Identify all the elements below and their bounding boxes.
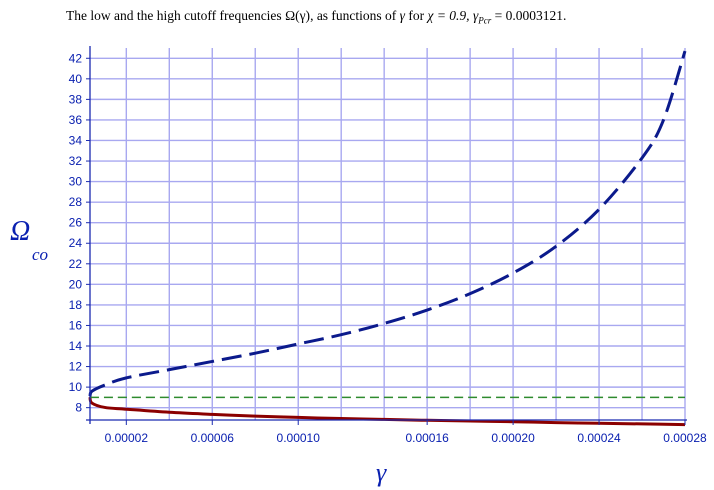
y-tick-label: 28 (69, 195, 83, 209)
x-tick-label: 0.00016 (405, 431, 449, 445)
grid (90, 48, 686, 420)
y-axis-ticks: 8 10 12 14 16 18 20 22 24 26 28 30 32 34 36 38 40 42 (69, 51, 90, 415)
x-tick-label: 0.00028 (663, 431, 707, 445)
y-tick-label: 14 (69, 339, 83, 353)
x-axis-ticks: 0.00002 0.00006 0.00010 0.00016 0.00020 0.000… (105, 420, 707, 445)
title-gamma-pcr-value: = 0.0003121. (494, 8, 567, 23)
title-func: Ω(γ) (285, 8, 311, 23)
x-tick-label: 0.00002 (105, 431, 149, 445)
low-cutoff-curve (88, 396, 686, 427)
title-middle: , as functions of (310, 8, 397, 23)
title-chi: χ = 0.9, (427, 8, 470, 23)
x-tick-label: 0.00024 (577, 431, 621, 445)
y-tick-label: 36 (69, 113, 83, 127)
y-tick-label: 18 (69, 298, 83, 312)
title-gamma-pcr-symbol: γ (472, 8, 479, 23)
x-tick-label: 0.00006 (191, 431, 235, 445)
y-tick-label: 24 (69, 236, 83, 250)
y-tick-label: 30 (69, 175, 83, 189)
y-axis-label: Ω (10, 216, 30, 247)
high-cutoff-curve (88, 50, 687, 397)
title-prefix: The low and the high cutoff frequencies (66, 8, 282, 23)
x-axis-label: γ (376, 458, 387, 487)
y-tick-label: 38 (69, 92, 83, 106)
title-gamma-pcr-sub: Pcr (478, 15, 492, 26)
y-tick-label: 12 (69, 360, 83, 374)
y-axis-label-sub: co (32, 245, 48, 264)
x-tick-label: 0.00020 (491, 431, 535, 445)
y-tick-label: 34 (69, 133, 83, 147)
y-tick-label: 16 (69, 318, 83, 332)
chart-title: The low and the high cutoff frequencies … (66, 8, 566, 26)
title-var: γ (399, 8, 405, 23)
y-tick-label: 20 (69, 277, 83, 291)
y-tick-label: 8 (75, 401, 82, 415)
y-tick-label: 42 (69, 51, 83, 65)
series-layer (88, 50, 687, 427)
y-tick-label: 22 (69, 257, 83, 271)
axes (86, 46, 687, 424)
x-tick-label: 0.00010 (277, 431, 321, 445)
y-tick-label: 32 (69, 154, 83, 168)
title-for: for (408, 8, 425, 23)
y-tick-label: 40 (69, 72, 83, 86)
y-tick-label: 10 (69, 380, 83, 394)
y-tick-label: 26 (69, 216, 83, 230)
